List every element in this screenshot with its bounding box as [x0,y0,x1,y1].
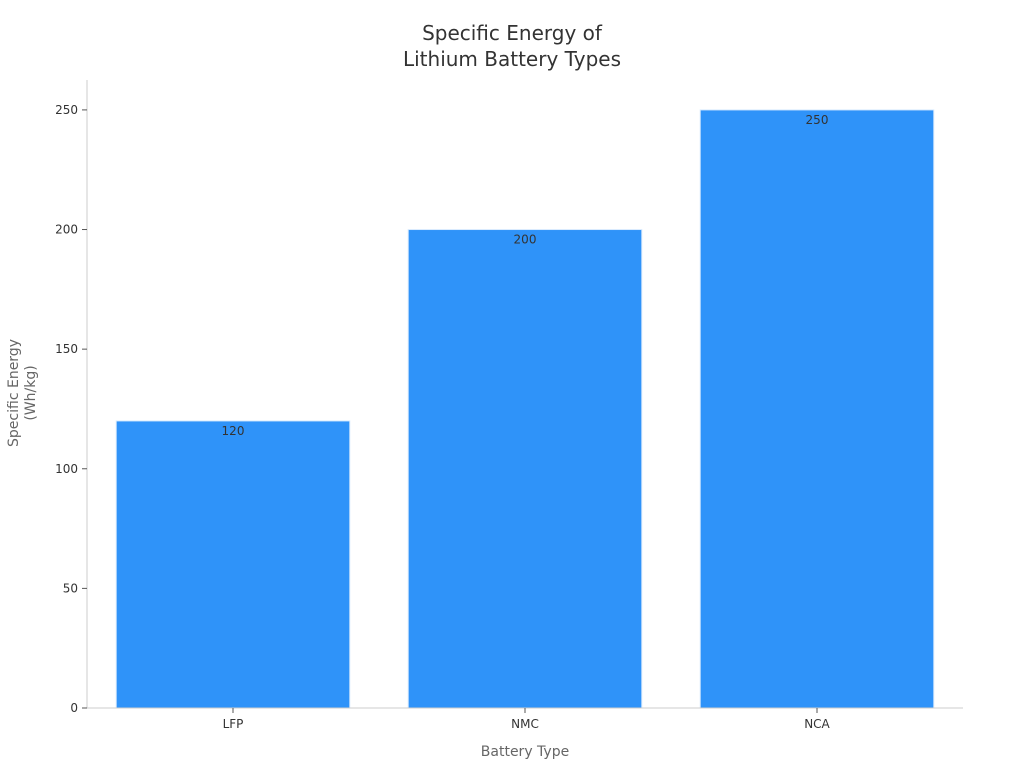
data-labels-group: 120 200 250 [222,113,829,438]
data-label-nca: 250 [806,113,829,127]
bar-nmc [407,229,643,709]
y-tick-label: 250 [55,103,78,117]
y-tick-label: 100 [55,462,78,476]
bar-lfp [115,420,351,709]
chart-title-line-2: Lithium Battery Types [403,47,621,71]
x-tick-label-lfp: LFP [223,717,244,731]
y-axis-label: Specific Energy (Wh/kg) [6,339,39,447]
x-tick-label-nmc: NMC [511,717,539,731]
y-tick-label: 0 [70,701,78,715]
y-tick-label: 150 [55,342,78,356]
y-tick-label: 200 [55,223,78,237]
x-axis-label: Battery Type [481,744,569,760]
data-label-nmc: 200 [514,233,537,247]
y-axis-label-line-2: (Wh/kg) [23,365,39,420]
y-tick-label: 50 [63,581,78,595]
bars-group [115,109,935,709]
x-tick-label-nca: NCA [804,717,830,731]
data-label-lfp: 120 [222,424,245,438]
x-ticks-group: LFP NMC NCA [223,708,831,731]
bar-nca [699,109,935,709]
chart-title-line-1: Specific Energy of [422,21,603,45]
y-ticks-group: 0 50 100 150 200 250 [55,103,87,715]
y-axis-label-line-1: Specific Energy [6,339,22,447]
chart-title: Specific Energy of Lithium Battery Types [403,21,621,71]
